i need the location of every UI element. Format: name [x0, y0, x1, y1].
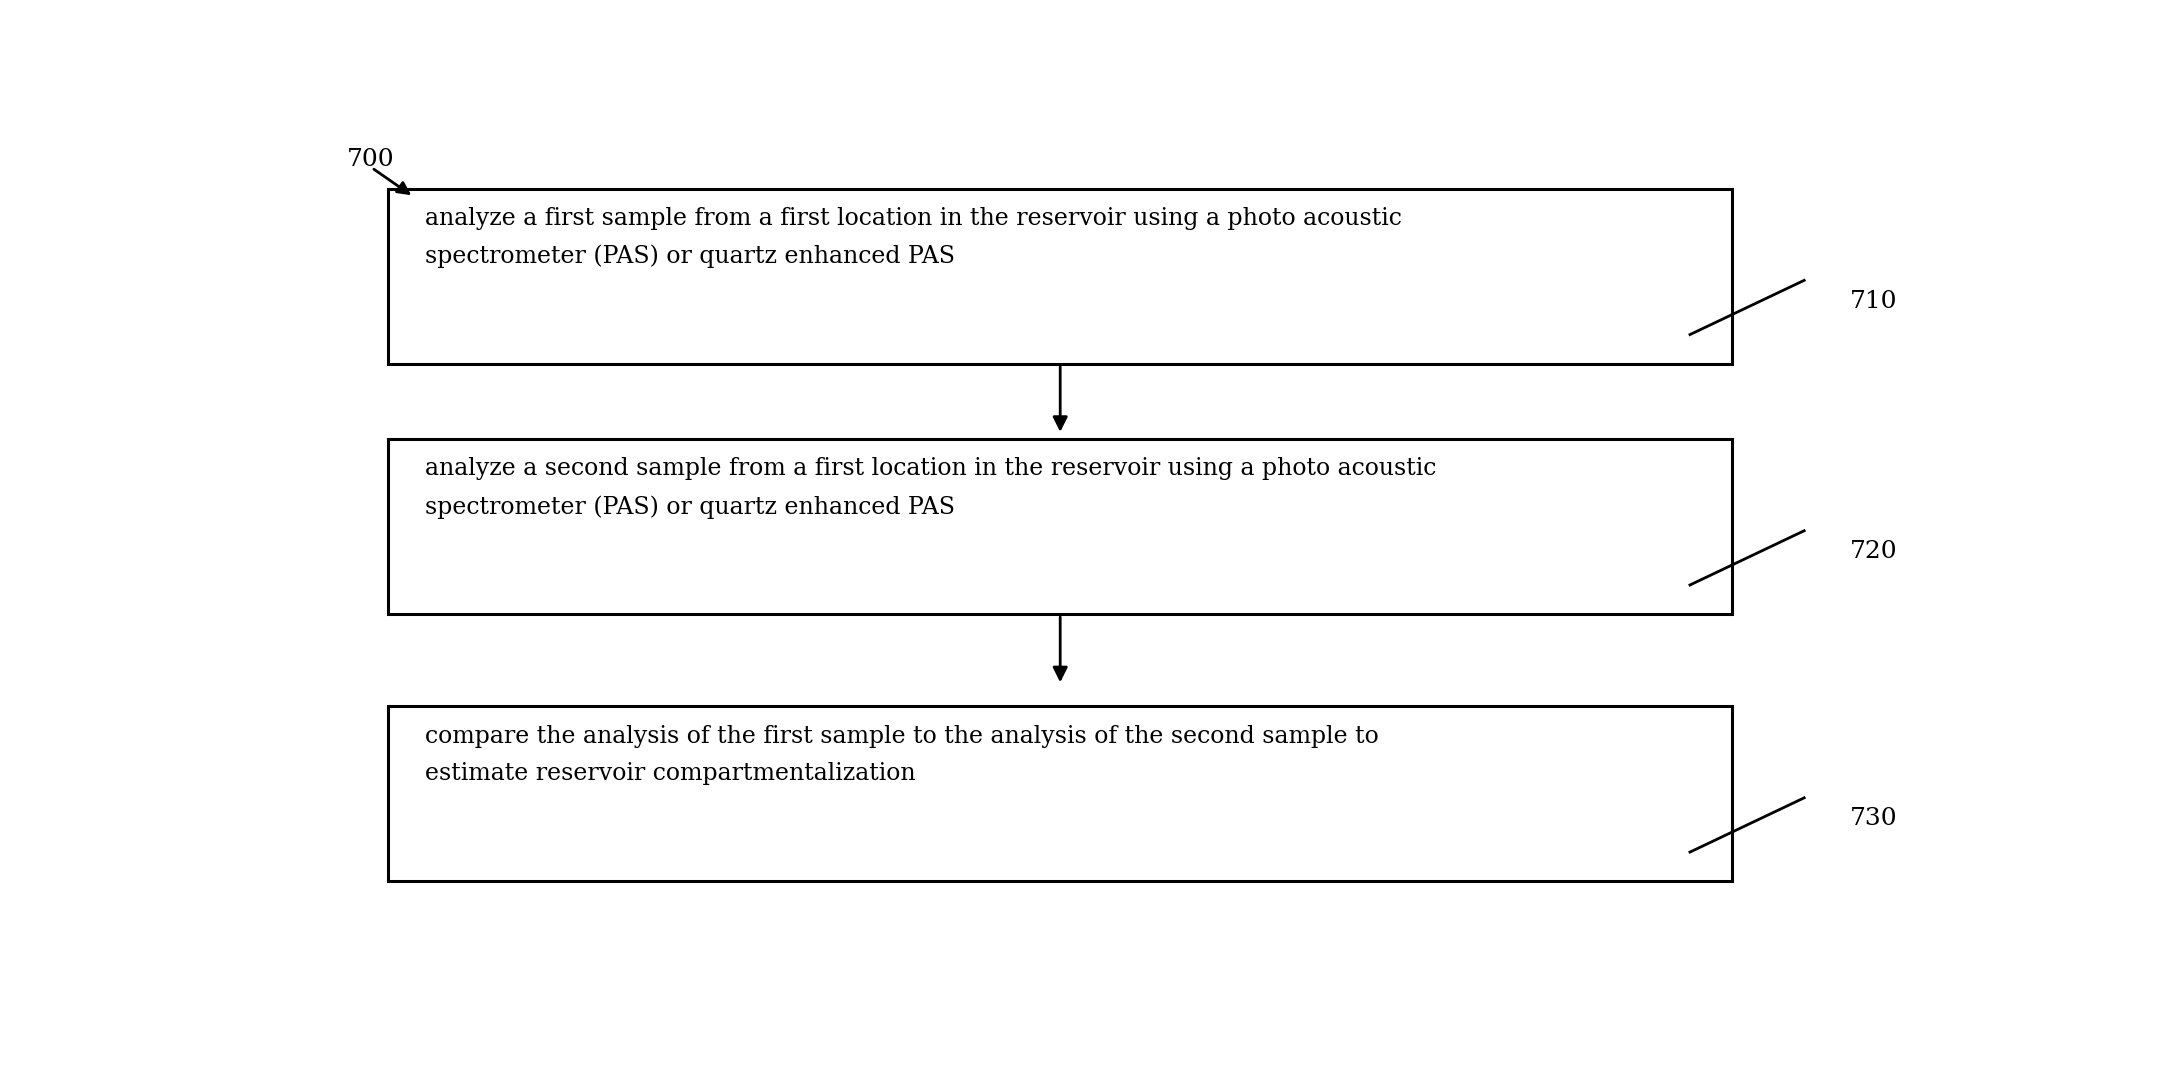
- Text: analyze a first sample from a first location in the reservoir using a photo acou: analyze a first sample from a first loca…: [425, 207, 1402, 268]
- Text: 710: 710: [1848, 289, 1896, 312]
- FancyBboxPatch shape: [388, 439, 1731, 615]
- Text: analyze a second sample from a first location in the reservoir using a photo aco: analyze a second sample from a first loc…: [425, 457, 1437, 518]
- Text: 700: 700: [347, 147, 394, 171]
- Text: 720: 720: [1848, 540, 1896, 563]
- FancyBboxPatch shape: [388, 706, 1731, 881]
- Text: compare the analysis of the first sample to the analysis of the second sample to: compare the analysis of the first sample…: [425, 725, 1378, 785]
- FancyBboxPatch shape: [388, 189, 1731, 364]
- Text: 730: 730: [1848, 808, 1896, 830]
